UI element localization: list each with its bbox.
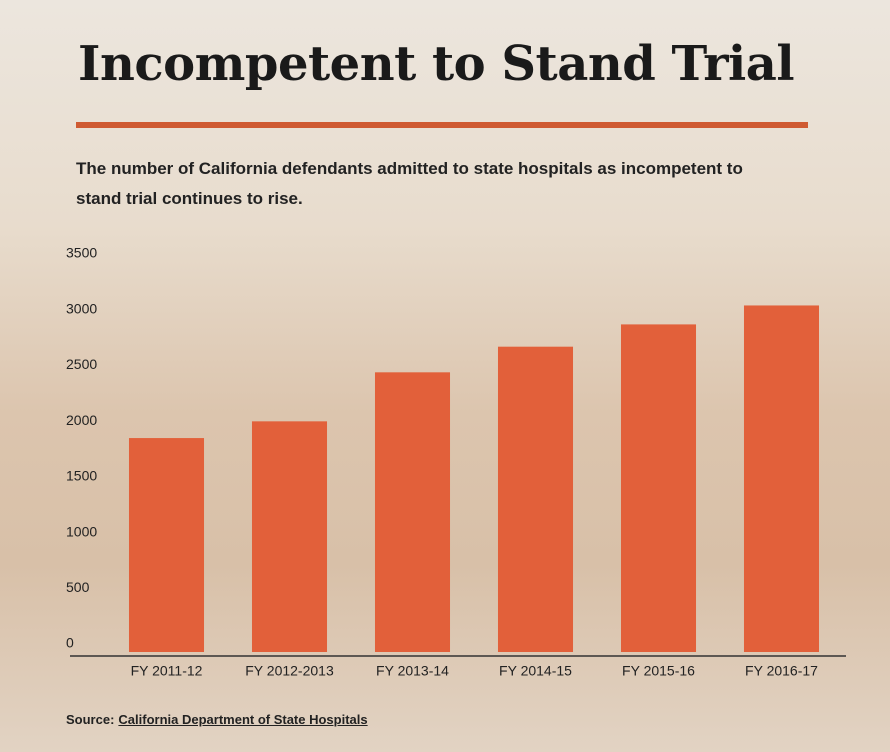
y-tick-label: 1000 [66, 523, 97, 539]
y-tick-label: 500 [66, 579, 90, 595]
bar [621, 324, 696, 652]
source-link[interactable]: California Department of State Hospitals [118, 712, 367, 727]
bar [498, 347, 573, 652]
bar [252, 421, 327, 652]
y-tick-label: 1500 [66, 468, 97, 484]
chart: 0 500 1000 1500 2000 2500 3000 3500 FY 2011-12 FY… [0, 0, 890, 700]
x-tick-label: FY 2015-16 [622, 663, 695, 679]
bar [744, 305, 819, 652]
source-label: Source: [66, 712, 114, 727]
x-tick-label: FY 2011-12 [131, 663, 203, 679]
bar [129, 438, 204, 652]
y-tick-label: 2500 [66, 356, 97, 372]
y-tick-label: 3000 [66, 300, 97, 316]
y-tick-label: 3500 [66, 245, 97, 261]
x-tick-label: FY 2016-17 [745, 663, 818, 679]
x-tick-label: FY 2014-15 [499, 663, 572, 679]
bar [375, 372, 450, 652]
source: Source: California Department of State Ho… [66, 712, 368, 727]
y-tick-label: 0 [66, 635, 74, 651]
y-tick-label: 2000 [66, 412, 97, 428]
x-tick-label: FY 2012-2013 [245, 663, 334, 679]
x-tick-label: FY 2013-14 [376, 663, 449, 679]
page: Incompetent to Stand Trial The number of… [0, 0, 890, 752]
